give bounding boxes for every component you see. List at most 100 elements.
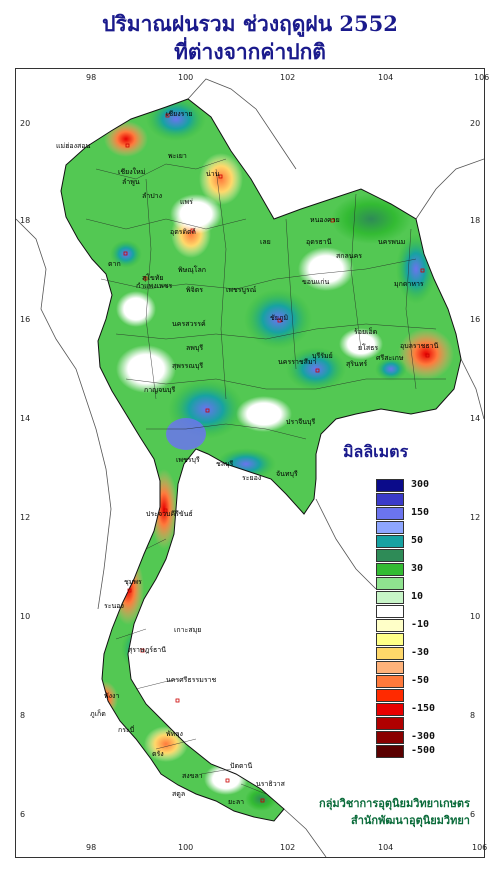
legend-swatch: [376, 591, 404, 604]
place-label: ประจวบคีรีขันธ์: [146, 510, 193, 518]
y-tick-left: 18: [20, 216, 31, 225]
x-tick-top: 102: [280, 73, 296, 82]
legend-swatch: [376, 661, 404, 674]
y-tick-left: 16: [20, 315, 31, 324]
x-tick-top: 98: [86, 73, 97, 82]
place-label: ลพบุรี: [186, 344, 204, 352]
legend-swatch: [376, 717, 404, 730]
y-tick-left: 6: [20, 810, 26, 819]
y-tick-right: 16: [470, 315, 481, 324]
legend-swatch: [376, 731, 404, 744]
place-label: พะเยา: [168, 152, 187, 160]
legend-label: -10: [411, 619, 430, 630]
x-tick-bottom: 98: [86, 843, 97, 852]
legend-swatch: [376, 703, 404, 716]
place-label: สุรินทร์: [346, 360, 368, 368]
y-tick-right: 18: [470, 216, 481, 225]
place-label: เกาะสมุย: [174, 626, 202, 634]
legend-title: มิลลิเมตร: [343, 442, 409, 461]
legend-label: -150: [411, 703, 436, 714]
place-label: ชัยภูมิ: [270, 314, 289, 322]
legend-swatch: [376, 689, 404, 702]
x-tick-bottom: 104: [378, 843, 394, 852]
place-label: ยโสธร: [358, 344, 379, 352]
legend-label: 300: [411, 479, 430, 490]
x-tick-bottom: 100: [178, 843, 194, 852]
place-label: หนองคาย: [310, 216, 340, 224]
y-tick-right: 20: [470, 119, 481, 128]
place-label: ปราจีนบุรี: [286, 418, 316, 426]
place-label: ขอนแก่น: [302, 278, 330, 286]
legend-swatch: [376, 619, 404, 632]
legend-swatch: [376, 521, 404, 534]
place-label: น่าน: [206, 170, 220, 178]
credit-line-1: กลุ่มวิชาการอุตุนิยมวิทยาเกษตร: [319, 797, 470, 810]
place-label: นครศรีธรรมราช: [166, 676, 217, 684]
legend-swatch: [376, 507, 404, 520]
legend-label: 150: [411, 507, 430, 518]
x-tick-bottom: 102: [280, 843, 296, 852]
y-tick-right: 6: [470, 810, 476, 819]
legend-swatch: [376, 675, 404, 688]
place-label: กำแพงเพชร: [136, 282, 173, 290]
place-label: ศรีสะเกษ: [376, 354, 404, 362]
station-markers: [123, 113, 430, 803]
place-label: แม่ฮ่องสอน: [56, 142, 91, 150]
legend-label: -50: [411, 675, 430, 686]
place-label: ร้อยเอ็ด: [354, 328, 378, 336]
place-label: นครราชสีมา: [278, 358, 317, 366]
place-label: เลย: [260, 238, 271, 246]
legend-label: 50: [411, 535, 424, 546]
x-tick-top: 106: [474, 73, 490, 82]
y-tick-right: 10: [470, 612, 481, 621]
place-label: สงขลา: [182, 772, 203, 780]
legend-swatch: [376, 647, 404, 660]
legend-label: -300: [411, 731, 436, 742]
place-label: อุตรดิตถ์: [170, 228, 196, 236]
y-tick-right: 12: [470, 513, 481, 522]
x-tick-bottom: 106: [472, 843, 488, 852]
place-label: พังงา: [104, 692, 120, 700]
place-label: พิจิตร: [186, 286, 204, 294]
legend-swatch: [376, 493, 404, 506]
place-label: สุราษฎร์ธานี: [128, 646, 167, 654]
map-subtitle: ที่ต่างจากค่าปกติ: [174, 39, 326, 64]
legend-swatch: [376, 479, 404, 492]
place-label: ลำปาง: [142, 192, 163, 200]
place-label: บุรีรัมย์: [312, 352, 333, 360]
place-label: ยะลา: [228, 798, 245, 806]
place-label: สุโขทัย: [142, 274, 164, 282]
place-label: อุดรธานี: [306, 238, 332, 246]
legend-swatch: [376, 549, 404, 562]
place-label: สตูล: [172, 790, 186, 798]
neighbor-borders: [15, 78, 485, 858]
legend-swatch: [376, 577, 404, 590]
y-tick-right: 8: [470, 711, 476, 720]
place-label: อุบลราชธานี: [400, 342, 439, 350]
map-title: ปริมาณฝนรวม ช่วงฤดูฝน 2552: [102, 11, 398, 36]
place-label: กาญจนบุรี: [144, 386, 176, 394]
place-label: สุพรรณบุรี: [172, 362, 204, 370]
place-label: แพร่: [180, 198, 193, 206]
legend-swatch: [376, 605, 404, 618]
y-tick-left: 8: [20, 711, 26, 720]
legend-label: -30: [411, 647, 430, 658]
y-tick-left: 14: [20, 414, 31, 423]
legend-swatch: [376, 563, 404, 576]
thailand-outline: [60, 98, 462, 822]
place-label: นครสวรรค์: [172, 320, 206, 328]
y-tick-right: 14: [470, 414, 481, 423]
legend-swatch: [376, 745, 404, 758]
place-label: เพชรบุรี: [176, 456, 200, 464]
place-label: ระยอง: [242, 474, 262, 482]
y-tick-left: 20: [20, 119, 31, 128]
place-label: สกลนคร: [336, 252, 363, 260]
y-tick-left: 10: [20, 612, 31, 621]
place-label: เชียงใหม่: [118, 168, 146, 176]
legend-swatch: [376, 633, 404, 646]
place-label: ปัตตานี: [230, 762, 253, 770]
legend-swatch: [376, 535, 404, 548]
place-label: กระบี่: [118, 726, 135, 734]
place-label: พิษณุโลก: [178, 266, 207, 274]
legend-label: 30: [411, 563, 424, 574]
